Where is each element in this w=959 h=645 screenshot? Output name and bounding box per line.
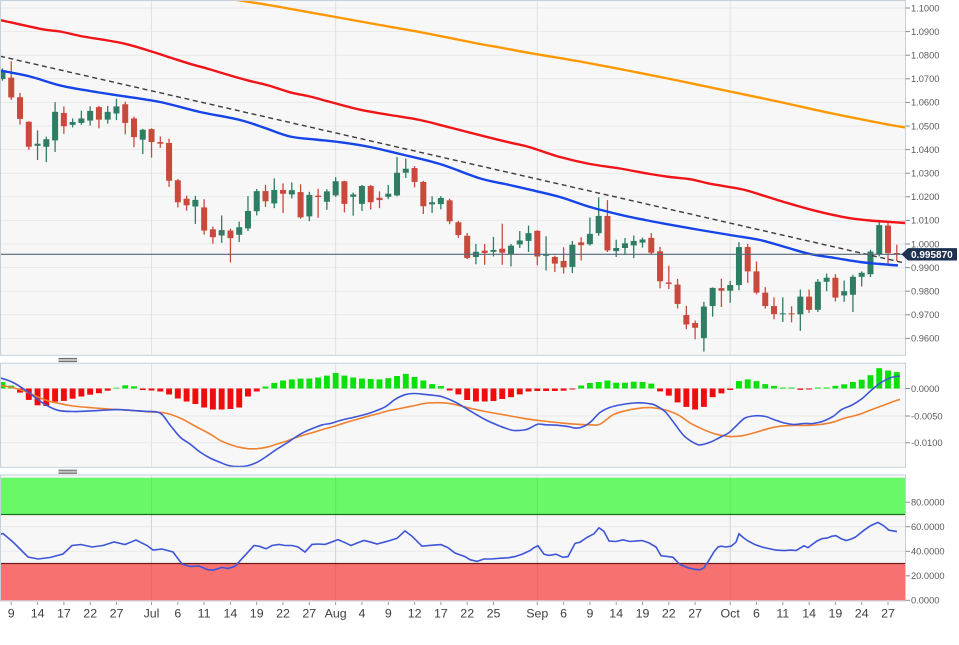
svg-text:14: 14 [609, 607, 623, 621]
svg-text:60.0000: 60.0000 [911, 522, 945, 532]
svg-text:11: 11 [198, 607, 211, 621]
svg-text:19: 19 [636, 607, 650, 621]
svg-text:1.0300: 1.0300 [911, 169, 939, 179]
svg-text:1.1000: 1.1000 [911, 3, 939, 13]
svg-text:-0.0050: -0.0050 [911, 411, 943, 421]
svg-text:Oct: Oct [721, 607, 741, 621]
svg-text:0.9800: 0.9800 [911, 287, 939, 297]
svg-text:9: 9 [8, 607, 15, 621]
svg-text:20.0000: 20.0000 [911, 571, 945, 581]
svg-text:14: 14 [31, 607, 45, 621]
svg-text:22: 22 [83, 607, 97, 621]
svg-text:Sep: Sep [526, 607, 548, 621]
svg-text:1.0200: 1.0200 [911, 192, 939, 202]
svg-text:25: 25 [487, 607, 501, 621]
svg-text:1.0900: 1.0900 [911, 27, 939, 37]
svg-text:Jul: Jul [144, 607, 160, 621]
svg-text:40.0000: 40.0000 [911, 547, 945, 557]
svg-text:27: 27 [302, 607, 316, 621]
svg-text:9: 9 [385, 607, 392, 621]
svg-text:0.9900: 0.9900 [911, 263, 939, 273]
svg-text:1.0700: 1.0700 [911, 74, 939, 84]
svg-text:6: 6 [753, 607, 760, 621]
svg-text:0.9600: 0.9600 [911, 334, 939, 344]
svg-text:0.0000: 0.0000 [911, 384, 939, 394]
svg-text:4: 4 [358, 607, 365, 621]
svg-text:22: 22 [276, 607, 290, 621]
svg-text:19: 19 [829, 607, 843, 621]
svg-text:0.995870: 0.995870 [911, 250, 953, 261]
svg-text:19: 19 [250, 607, 264, 621]
svg-text:27: 27 [881, 607, 895, 621]
svg-text:27: 27 [688, 607, 702, 621]
svg-text:80.0000: 80.0000 [911, 498, 945, 508]
svg-text:1.0100: 1.0100 [911, 216, 939, 226]
svg-text:1.0000: 1.0000 [911, 239, 939, 249]
svg-text:11: 11 [776, 607, 789, 621]
svg-text:1.0500: 1.0500 [911, 121, 939, 131]
svg-text:24: 24 [855, 607, 869, 621]
svg-text:6: 6 [174, 607, 181, 621]
svg-text:12: 12 [408, 607, 422, 621]
svg-text:1.0800: 1.0800 [911, 51, 939, 61]
svg-text:27: 27 [110, 607, 124, 621]
svg-text:22: 22 [460, 607, 474, 621]
svg-text:14: 14 [802, 607, 816, 621]
svg-text:22: 22 [662, 607, 676, 621]
svg-text:9: 9 [586, 607, 593, 621]
svg-text:14: 14 [224, 607, 238, 621]
svg-text:1.0400: 1.0400 [911, 145, 939, 155]
svg-text:1.0600: 1.0600 [911, 98, 939, 108]
svg-text:0.0000: 0.0000 [911, 596, 939, 606]
svg-text:6: 6 [560, 607, 567, 621]
svg-text:Aug: Aug [325, 607, 347, 621]
svg-text:17: 17 [434, 607, 448, 621]
svg-text:17: 17 [57, 607, 71, 621]
svg-text:-0.0100: -0.0100 [911, 438, 943, 448]
svg-text:0.9700: 0.9700 [911, 310, 939, 320]
